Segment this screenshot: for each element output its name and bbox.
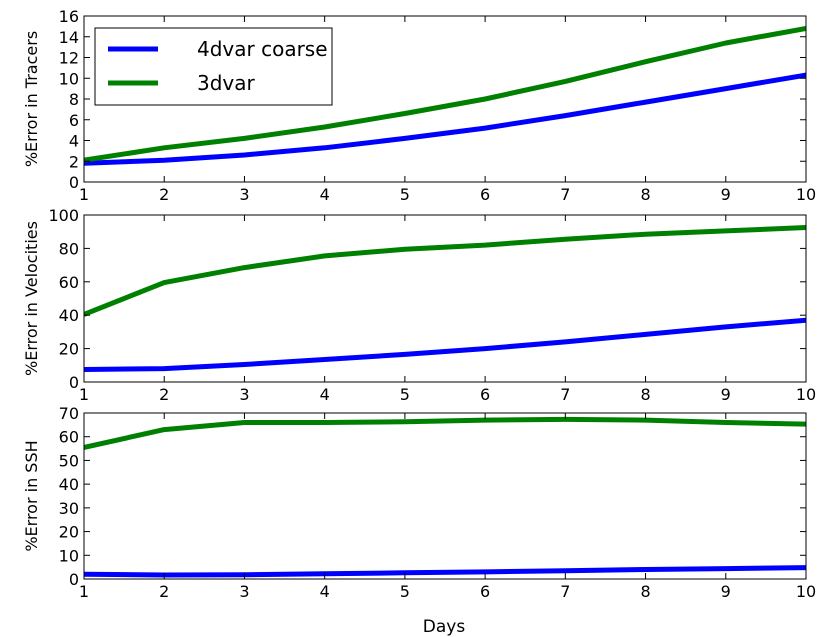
series-group-tracers xyxy=(84,25,806,166)
y-tick-label-tracers: 14 xyxy=(59,28,79,47)
x-tick-label-ssh: 1 xyxy=(79,582,89,601)
x-tick-label-velocities: 2 xyxy=(159,385,169,404)
x-tick-label-ssh: 10 xyxy=(796,582,816,601)
x-tick-label-tracers: 5 xyxy=(400,185,410,204)
series-line-3dvar-tracers xyxy=(84,25,806,163)
x-axis-label: Days xyxy=(423,617,466,637)
x-tick-label-ssh: 5 xyxy=(400,582,410,601)
y-tick-label-ssh: 50 xyxy=(59,451,79,470)
subplot-ssh: 1 2 3 4 5 6 7 8 9 10 0 10 20 30 40 50 60 70 %Error in SSH xyxy=(22,404,816,601)
legend-label-4dvar-coarse: 4dvar coarse xyxy=(197,37,328,61)
x-tick-label-tracers: 3 xyxy=(239,185,249,204)
x-tick-label-ssh: 8 xyxy=(640,582,650,601)
y-tick-label-ssh: 10 xyxy=(59,546,79,565)
x-tick-label-ssh: 4 xyxy=(320,582,330,601)
y-tick-label-ssh: 30 xyxy=(59,499,79,518)
y-axis-label-ssh: %Error in SSH xyxy=(22,440,41,551)
x-tick-label-ssh: 3 xyxy=(239,582,249,601)
x-tick-label-velocities: 3 xyxy=(239,385,249,404)
x-tick-label-tracers: 9 xyxy=(721,185,731,204)
x-tick-label-velocities: 1 xyxy=(79,385,89,404)
x-tick-label-ssh: 2 xyxy=(159,582,169,601)
y-tick-label-tracers: 0 xyxy=(69,173,79,192)
y-tick-label-tracers: 12 xyxy=(59,49,79,68)
x-tick-label-tracers: 7 xyxy=(560,185,570,204)
series-group-velocities xyxy=(84,225,806,372)
x-tick-label-tracers: 10 xyxy=(796,185,816,204)
x-tick-label-ssh: 9 xyxy=(721,582,731,601)
y-tick-label-velocities: 80 xyxy=(59,239,79,258)
series-line-3dvar-ssh xyxy=(84,416,806,450)
series-line-4dvar-coarse-tracers xyxy=(84,72,806,166)
x-tick-label-ssh: 7 xyxy=(560,582,570,601)
y-axis-label-velocities: %Error in Velocities xyxy=(22,221,41,376)
x-tick-label-velocities: 5 xyxy=(400,385,410,404)
y-tick-label-velocities: 20 xyxy=(59,340,79,359)
x-tick-label-velocities: 7 xyxy=(560,385,570,404)
y-tick-label-ssh: 40 xyxy=(59,475,79,494)
y-tick-label-velocities: 100 xyxy=(48,206,79,225)
series-line-4dvar-coarse-velocities xyxy=(84,317,806,372)
x-tick-label-velocities: 6 xyxy=(480,385,490,404)
x-tick-label-tracers: 2 xyxy=(159,185,169,204)
axes-frame-velocities xyxy=(83,214,807,383)
y-tick-label-ssh: 20 xyxy=(59,523,79,542)
y-tick-label-tracers: 16 xyxy=(59,7,79,26)
y-tick-label-tracers: 8 xyxy=(69,90,79,109)
legend-frame xyxy=(94,27,333,106)
y-tick-label-tracers: 6 xyxy=(69,111,79,130)
x-tick-label-tracers: 8 xyxy=(640,185,650,204)
axes-frame-ssh xyxy=(83,412,807,580)
legend-label-3dvar: 3dvar xyxy=(197,71,256,95)
y-tick-label-tracers: 4 xyxy=(69,132,79,151)
y-tick-label-velocities: 40 xyxy=(59,306,79,325)
x-tick-label-tracers: 1 xyxy=(79,185,89,204)
x-tick-label-velocities: 8 xyxy=(640,385,650,404)
y-axis-label-tracers: %Error in Tracers xyxy=(22,31,41,167)
y-tick-label-ssh: 60 xyxy=(59,428,79,447)
y-tick-label-ssh: 0 xyxy=(69,570,79,589)
series-line-3dvar-velocities xyxy=(84,225,806,317)
y-tick-label-tracers: 10 xyxy=(59,69,79,88)
series-line-4dvar-coarse-ssh xyxy=(84,565,806,578)
x-tick-label-velocities: 10 xyxy=(796,385,816,404)
y-tick-label-ssh: 70 xyxy=(59,404,79,423)
x-tick-label-ssh: 6 xyxy=(480,582,490,601)
y-tick-label-tracers: 2 xyxy=(69,152,79,171)
x-tick-label-velocities: 9 xyxy=(721,385,731,404)
y-tick-label-velocities: 0 xyxy=(69,373,79,392)
y-tick-label-velocities: 60 xyxy=(59,273,79,292)
series-group-ssh xyxy=(84,416,806,578)
x-tick-label-velocities: 4 xyxy=(320,385,330,404)
legend: 4dvar coarse 3dvar xyxy=(94,27,333,106)
x-tick-label-tracers: 6 xyxy=(480,185,490,204)
x-tick-label-tracers: 4 xyxy=(320,185,330,204)
